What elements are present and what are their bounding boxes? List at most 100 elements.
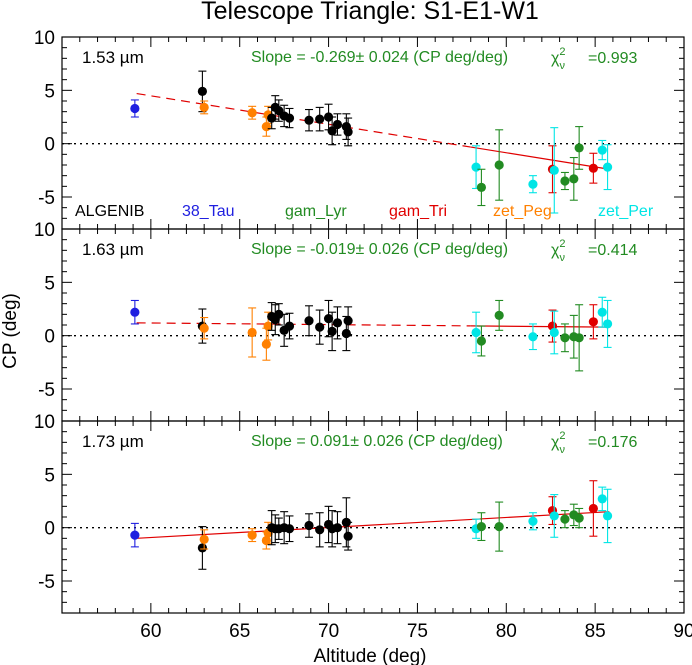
chi-square-value: =0.414 [588, 242, 637, 259]
chi-subscript: ν [560, 252, 566, 264]
data-point [197, 543, 207, 553]
panel-3: -5 0 5 10 1.73 µm Slope = 0.091± 0.026 (CP de… [34, 412, 685, 614]
data-point [494, 160, 504, 170]
legend-item-zet-peg: zet_Peg [493, 203, 552, 220]
data-point [471, 162, 481, 172]
data-point [597, 494, 607, 504]
data-point [327, 126, 337, 136]
data-point [560, 333, 570, 343]
legend-item-zet-per: zet_Per [598, 203, 654, 220]
data-point [304, 115, 314, 125]
data-point [494, 310, 504, 320]
data-point [588, 163, 598, 173]
y-tick-label: -5 [38, 380, 55, 401]
fit-line [136, 511, 610, 539]
chi-superscript: 2 [559, 430, 565, 442]
x-tick-label: 60 [140, 621, 161, 642]
data-point [597, 145, 607, 155]
data-point [494, 522, 504, 532]
slope-text: Slope = -0.269± 0.024 (CP deg/deg) [251, 49, 508, 66]
legend-item-gam-lyr: gam_Lyr [285, 203, 347, 220]
data-point [343, 531, 353, 541]
data-point [597, 307, 607, 317]
data-point [560, 176, 570, 186]
data-point [476, 336, 487, 346]
fit-line [470, 325, 610, 328]
y-tick-label: 5 [44, 465, 55, 486]
legend-item-algenib: ALGENIB [75, 203, 144, 220]
data-point [247, 530, 257, 540]
data-point [602, 162, 613, 172]
chi-subscript: ν [560, 444, 566, 456]
legend-item-38-tau: 38_Tau [182, 203, 235, 220]
x-tick-label: 75 [407, 621, 428, 642]
data-point [574, 143, 584, 153]
panel-2: -5 0 5 10 1.63 µm Slope = -0.019± 0.026 (CP d… [34, 220, 685, 422]
chi-symbol: χ [551, 50, 560, 67]
data-point [247, 108, 257, 118]
data-point [528, 332, 538, 342]
x-tick-labels: 60 65 70 75 80 85 90 [140, 621, 692, 642]
chi-symbol: χ [551, 434, 560, 451]
data-point [574, 513, 584, 523]
data-point [574, 333, 584, 343]
data-point [569, 174, 579, 184]
panel-1: -5 0 5 10 1.53 µm Slope = -0.269± 0.024 (CP d… [34, 28, 685, 230]
data-point [315, 114, 325, 124]
y-tick-label: 0 [44, 519, 55, 540]
data-point [332, 523, 343, 533]
x-tick-label: 85 [585, 621, 606, 642]
data-point [549, 327, 559, 338]
band-label: 1.63 µm [82, 240, 144, 259]
chi-superscript: 2 [559, 238, 565, 250]
data-point [247, 327, 257, 338]
data-point [267, 113, 277, 123]
data-point [602, 319, 613, 329]
data-point [315, 525, 325, 535]
data-point [263, 321, 273, 331]
chi-square-value: =0.993 [588, 50, 637, 67]
legend: ALGENIB 38_Tau gam_Lyr gam_Tri zet_Peg zet_Pe… [75, 203, 654, 220]
data-point [197, 86, 207, 96]
x-tick-label: 70 [318, 621, 339, 642]
data-point [327, 326, 337, 336]
data-point [304, 316, 314, 326]
chi-square-label: χ2 ν [551, 46, 566, 72]
y-axis-label: CP (deg) [0, 293, 21, 369]
data-point [560, 514, 570, 524]
y-tick-label: 10 [34, 28, 55, 49]
data-point [343, 127, 353, 137]
data-point [304, 520, 314, 531]
data-point [130, 530, 140, 540]
data-point [341, 328, 351, 339]
legend-item-gam-tri: gam_Tri [389, 203, 447, 220]
y-tick-label: 5 [44, 273, 55, 294]
band-label: 1.73 µm [82, 432, 144, 451]
y-tick-label: -5 [38, 188, 55, 209]
slope-text: Slope = 0.091± 0.026 (CP deg/deg) [251, 433, 503, 450]
data-point [130, 103, 140, 114]
chart-title: Telescope Triangle: S1-E1-W1 [201, 0, 539, 25]
data-point [130, 307, 140, 317]
data-point [588, 317, 598, 327]
x-tick-label: 80 [496, 621, 517, 642]
y-tick-label: 10 [34, 220, 55, 241]
data-point [323, 314, 334, 324]
fit-line-dashed [136, 322, 471, 327]
data-point [528, 179, 538, 189]
x-tick-label: 65 [229, 621, 250, 642]
band-label: 1.53 µm [82, 48, 144, 67]
data-point [274, 309, 284, 319]
data-point [332, 119, 343, 130]
x-tick-label: 90 [673, 621, 692, 642]
data-point [528, 516, 538, 526]
data-point [549, 165, 559, 175]
y-tick-label: 5 [44, 81, 55, 102]
data-point [199, 323, 209, 333]
data-point [343, 316, 353, 326]
data-point [199, 102, 209, 112]
y-tick-label: 0 [44, 135, 55, 156]
data-point [602, 511, 613, 521]
data-point [476, 522, 487, 532]
